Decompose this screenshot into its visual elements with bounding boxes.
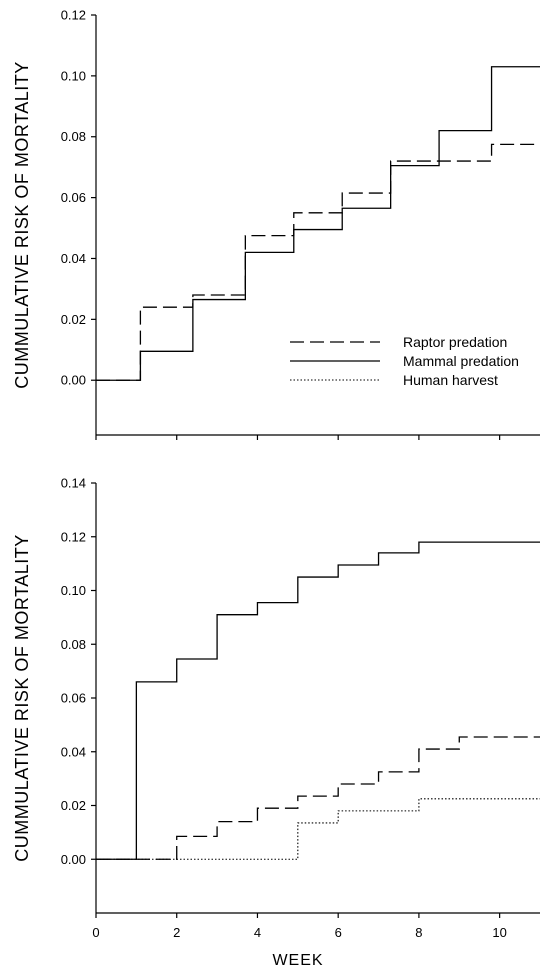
top-panel: 0.00 0.02 0.04 0.06 0.08 0.10 0.12 CUMMULATIVE … [12,8,540,440]
y-tick-label: 0.06 [61,691,86,706]
legend-label: Raptor predation [403,334,507,350]
y-tick-label: 0.02 [61,312,86,327]
x-tick-label: 2 [173,925,180,940]
series-raptor-predation [96,143,540,381]
y-tick-label: 0.10 [61,68,86,83]
y-tick-label: 0.14 [61,476,86,491]
x-tick-label: 6 [335,925,342,940]
x-tick-label: 10 [492,925,506,940]
y-tick-label: 0.04 [61,251,86,266]
y-axis-title: CUMMULATIVE RISK OF MORTALITY [12,61,32,389]
y-tick-label: 0.00 [61,852,86,867]
legend: Raptor predation Mammal predation Human ha… [290,334,519,388]
y-tick-label: 0.06 [61,190,86,205]
x-tick-label: 0 [92,925,99,940]
y-tick-label: 0.12 [61,8,86,23]
bottom-panel: 0.00 0.02 0.04 0.06 0.08 0.10 0.12 0.14 0 2 4 6 8 10 C… [12,476,540,969]
y-tick-label: 0.08 [61,637,86,652]
series-raptor-predation [96,736,540,860]
y-tick-label: 0.04 [61,744,86,759]
x-tick-label: 4 [254,925,261,940]
legend-label: Mammal predation [403,353,519,369]
series-mammal-predation [96,541,540,860]
y-tick-label: 0.12 [61,529,86,544]
y-tick-label: 0.08 [61,129,86,144]
series-human-harvest [96,798,540,860]
x-tick-label: 8 [415,925,422,940]
y-tick-label: 0.00 [61,373,86,388]
y-tick-label: 0.02 [61,798,86,813]
y-axis-title: CUMMULATIVE RISK OF MORTALITY [12,534,32,862]
legend-label: Human harvest [403,372,498,388]
y-tick-label: 0.10 [61,583,86,598]
x-axis-title: WEEK [272,952,323,969]
series-mammal-predation [96,66,540,381]
